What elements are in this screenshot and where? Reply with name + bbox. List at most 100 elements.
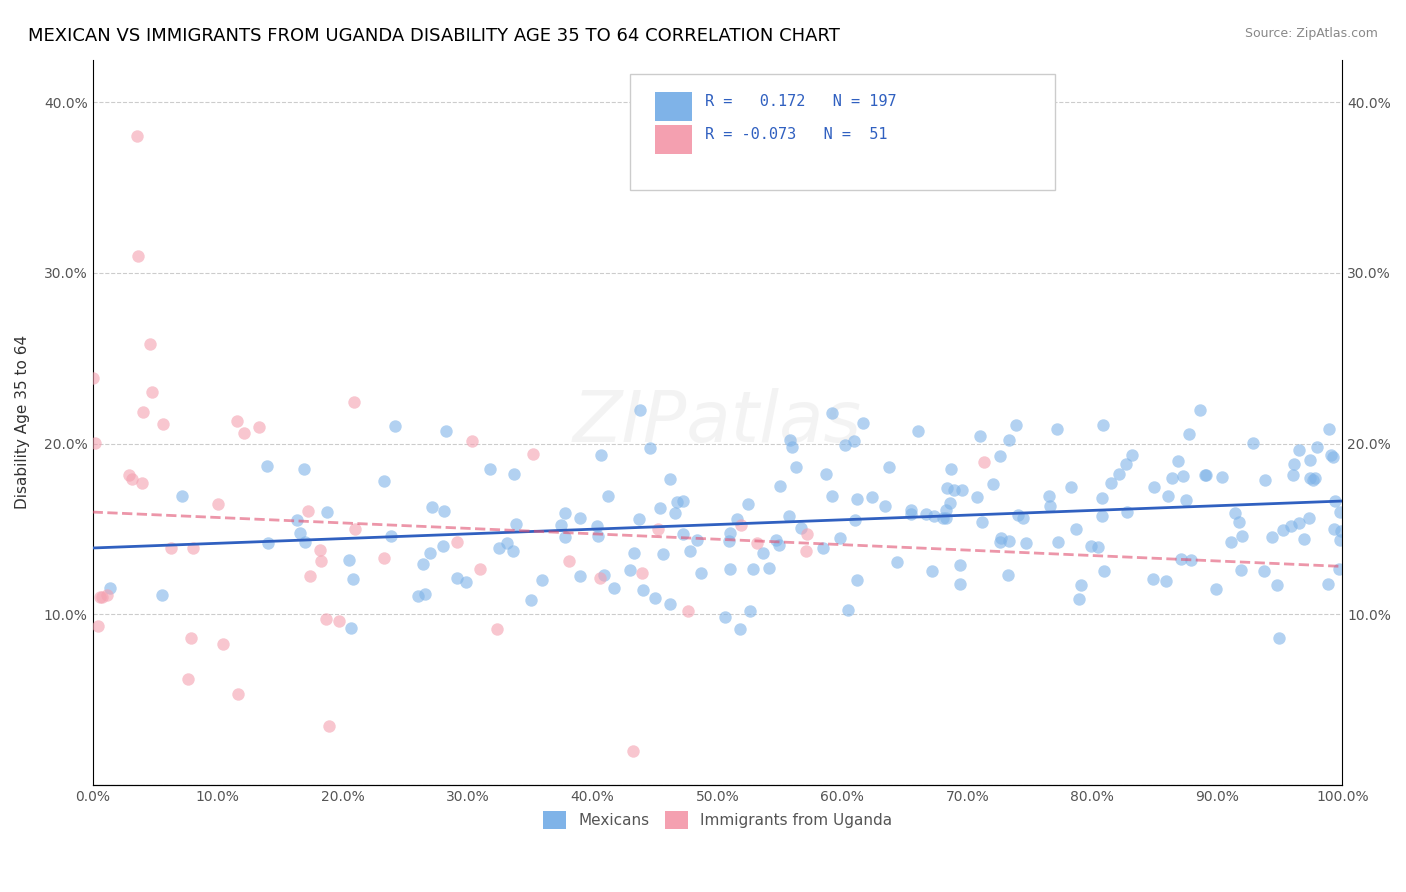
Point: [1143, 480, 1166, 494]
Point: [623, 546, 645, 560]
Point: [434, 424, 457, 438]
Point: [942, 483, 965, 497]
Point: [1322, 450, 1344, 465]
Point: [226, 687, 249, 701]
Point: [830, 531, 852, 545]
Point: [160, 541, 183, 555]
Point: [1108, 467, 1130, 481]
Point: [176, 672, 198, 686]
Point: [1091, 491, 1114, 506]
Point: [82, 371, 104, 385]
Point: [294, 535, 316, 549]
Point: [1268, 632, 1291, 646]
Point: [342, 572, 364, 586]
FancyBboxPatch shape: [655, 92, 692, 121]
Point: [737, 497, 759, 511]
Point: [1188, 402, 1211, 417]
Point: [180, 631, 202, 645]
Point: [664, 506, 686, 520]
Point: [141, 385, 163, 400]
Point: [628, 402, 651, 417]
Legend: Mexicans, Immigrants from Uganda: Mexicans, Immigrants from Uganda: [537, 805, 898, 836]
Point: [939, 496, 962, 510]
Point: [373, 474, 395, 488]
Point: [815, 467, 838, 482]
Point: [309, 554, 332, 568]
Point: [150, 588, 173, 602]
Point: [949, 577, 972, 591]
Point: [1007, 508, 1029, 522]
Point: [886, 555, 908, 569]
Point: [121, 472, 143, 486]
Point: [318, 719, 340, 733]
Point: [647, 522, 669, 536]
Point: [969, 429, 991, 443]
Point: [921, 564, 943, 578]
Text: Source: ZipAtlas.com: Source: ZipAtlas.com: [1244, 27, 1378, 40]
Point: [1227, 515, 1250, 529]
Point: [821, 489, 844, 503]
Point: [997, 534, 1019, 549]
Point: [433, 504, 456, 518]
Point: [502, 543, 524, 558]
Point: [936, 481, 959, 495]
Point: [718, 534, 741, 549]
Point: [845, 573, 868, 587]
Point: [412, 557, 434, 571]
Point: [1092, 564, 1115, 578]
Point: [1115, 457, 1137, 471]
Point: [970, 515, 993, 529]
Point: [1195, 467, 1218, 482]
Point: [343, 395, 366, 409]
Point: [1167, 453, 1189, 467]
Point: [1299, 452, 1322, 467]
Point: [522, 447, 544, 461]
Point: [821, 406, 844, 420]
Point: [550, 518, 572, 533]
Point: [419, 546, 441, 560]
Point: [1288, 443, 1310, 458]
FancyBboxPatch shape: [630, 74, 1054, 190]
Point: [811, 541, 834, 556]
Point: [454, 575, 477, 590]
Point: [619, 563, 641, 577]
Point: [1173, 468, 1195, 483]
Point: [738, 604, 761, 618]
Point: [413, 587, 436, 601]
Point: [118, 468, 141, 483]
Point: [292, 462, 315, 476]
Point: [935, 510, 957, 524]
Point: [988, 449, 1011, 463]
Point: [686, 533, 709, 548]
Point: [790, 520, 813, 534]
Point: [343, 521, 366, 535]
Point: [713, 610, 735, 624]
Point: [132, 405, 155, 419]
Point: [1012, 511, 1035, 525]
Point: [796, 543, 818, 558]
Point: [1279, 519, 1302, 533]
Point: [1323, 493, 1346, 508]
Point: [589, 448, 612, 462]
Point: [1064, 522, 1087, 536]
Point: [315, 612, 337, 626]
Point: [1121, 448, 1143, 462]
Point: [1329, 533, 1351, 548]
Point: [488, 541, 510, 555]
Point: [981, 476, 1004, 491]
FancyBboxPatch shape: [655, 125, 692, 154]
Point: [1288, 516, 1310, 530]
Point: [432, 539, 454, 553]
Point: [181, 541, 204, 556]
Point: [247, 420, 270, 434]
Point: [131, 475, 153, 490]
Point: [384, 418, 406, 433]
Point: [586, 518, 609, 533]
Point: [648, 501, 671, 516]
Point: [1038, 489, 1060, 503]
Point: [966, 490, 988, 504]
Point: [308, 543, 330, 558]
Point: [742, 562, 765, 576]
Point: [950, 483, 973, 498]
Point: [652, 548, 675, 562]
